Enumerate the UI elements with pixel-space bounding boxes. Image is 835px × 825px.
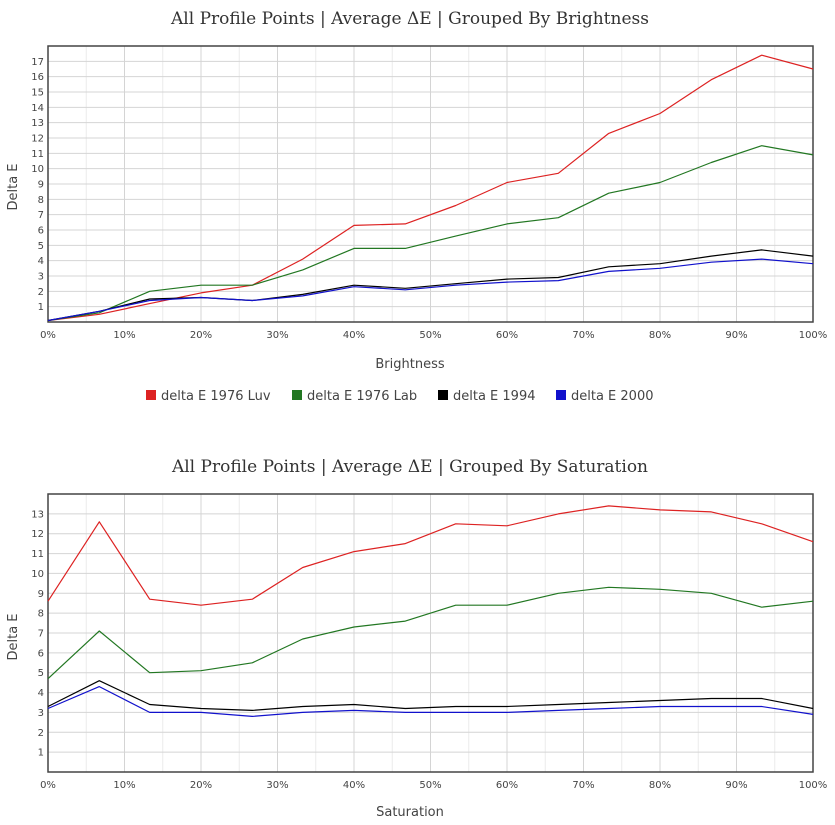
x-tick-label: 50% [419, 330, 441, 341]
x-tick-label: 30% [266, 330, 288, 341]
y-tick-label: 9 [38, 589, 44, 600]
y-tick-label: 8 [38, 195, 44, 206]
legend-label-lab: delta E 1976 Lab [307, 389, 417, 404]
legend-swatch-1994 [438, 390, 448, 400]
x-tick-label: 70% [572, 780, 594, 791]
series-line-delta-e-1994 [47, 249, 814, 322]
x-tick-label: 90% [725, 780, 747, 791]
y-tick-label: 12 [31, 134, 44, 145]
y-tick-label: 3 [38, 708, 44, 719]
plot-frame [47, 45, 814, 323]
y-tick-label: 15 [31, 88, 44, 99]
x-tick-label: 90% [725, 330, 747, 341]
y-tick-label: 17 [31, 57, 44, 68]
y-tick-label: 2 [38, 728, 44, 739]
chart-2-x-axis-label: Saturation [376, 805, 444, 820]
y-tick-label: 6 [38, 648, 44, 659]
saturation-chart: 0% 10% 20% 30% 40% 50% 60% 70% 80% 90% 100%1234567… [31, 493, 828, 791]
legend-swatch-luv [146, 390, 156, 400]
x-tick-label: 80% [649, 330, 671, 341]
y-tick-label: 1 [38, 748, 44, 759]
series-line-delta-e-1976-lab [47, 586, 814, 680]
brightness-chart: 0% 10% 20% 30% 40% 50% 60% 70% 80% 90% 100%1234567… [31, 45, 828, 341]
y-tick-label: 1 [38, 302, 44, 313]
x-tick-label: 50% [419, 780, 441, 791]
plot-frame [47, 493, 814, 773]
x-tick-label: 80% [649, 780, 671, 791]
legend-label-1994: delta E 1994 [453, 389, 536, 404]
y-tick-label: 4 [38, 688, 44, 699]
chart-2-title: All Profile Points | Average ΔE | Groupe… [171, 457, 648, 477]
y-tick-label: 6 [38, 226, 44, 237]
y-tick-label: 2 [38, 287, 44, 298]
x-tick-label: 20% [190, 780, 212, 791]
y-tick-label: 3 [38, 272, 44, 283]
x-tick-label: 0% [40, 330, 56, 341]
y-tick-label: 12 [31, 529, 44, 540]
y-tick-label: 7 [38, 629, 44, 640]
x-tick-label: 60% [496, 780, 518, 791]
x-tick-label: 20% [190, 330, 212, 341]
series-line-delta-e-2000 [47, 258, 814, 322]
chart-1-x-axis-label: Brightness [375, 357, 444, 372]
y-tick-label: 9 [38, 180, 44, 191]
y-tick-label: 8 [38, 609, 44, 620]
series-line-delta-e-1976-luv [47, 505, 814, 606]
x-tick-label: 0% [40, 780, 56, 791]
x-tick-label: 70% [572, 330, 594, 341]
y-tick-label: 14 [31, 103, 44, 114]
x-tick-label: 10% [113, 780, 135, 791]
y-tick-label: 11 [31, 149, 44, 160]
y-tick-label: 5 [38, 241, 44, 252]
legend-swatch-2000 [556, 390, 566, 400]
y-tick-label: 16 [31, 72, 44, 83]
legend-label-2000: delta E 2000 [571, 389, 654, 404]
x-tick-label: 100% [799, 780, 828, 791]
legend-swatch-lab [292, 390, 302, 400]
chart-1-y-axis-label: Delta E [6, 163, 21, 210]
x-tick-label: 40% [343, 780, 365, 791]
x-tick-label: 10% [113, 330, 135, 341]
x-tick-label: 60% [496, 330, 518, 341]
series-line-delta-e-1994 [47, 680, 814, 712]
y-tick-label: 10 [31, 164, 44, 175]
y-tick-label: 11 [31, 549, 44, 560]
chart-2-y-axis-label: Delta E [6, 613, 21, 660]
x-tick-label: 100% [799, 330, 828, 341]
chart-1-title: All Profile Points | Average ΔE | Groupe… [170, 9, 649, 29]
y-tick-label: 13 [31, 118, 44, 129]
x-tick-label: 40% [343, 330, 365, 341]
y-tick-label: 10 [31, 569, 44, 580]
legend: delta E 1976 Luv delta E 1976 Lab delta … [146, 389, 654, 404]
series-line-delta-e-1976-lab [47, 145, 814, 322]
y-tick-label: 4 [38, 256, 44, 267]
x-tick-label: 30% [266, 780, 288, 791]
series-line-delta-e-2000 [47, 685, 814, 718]
y-tick-label: 13 [31, 509, 44, 520]
legend-label-luv: delta E 1976 Luv [161, 389, 271, 404]
y-tick-label: 5 [38, 668, 44, 679]
y-tick-label: 7 [38, 210, 44, 221]
